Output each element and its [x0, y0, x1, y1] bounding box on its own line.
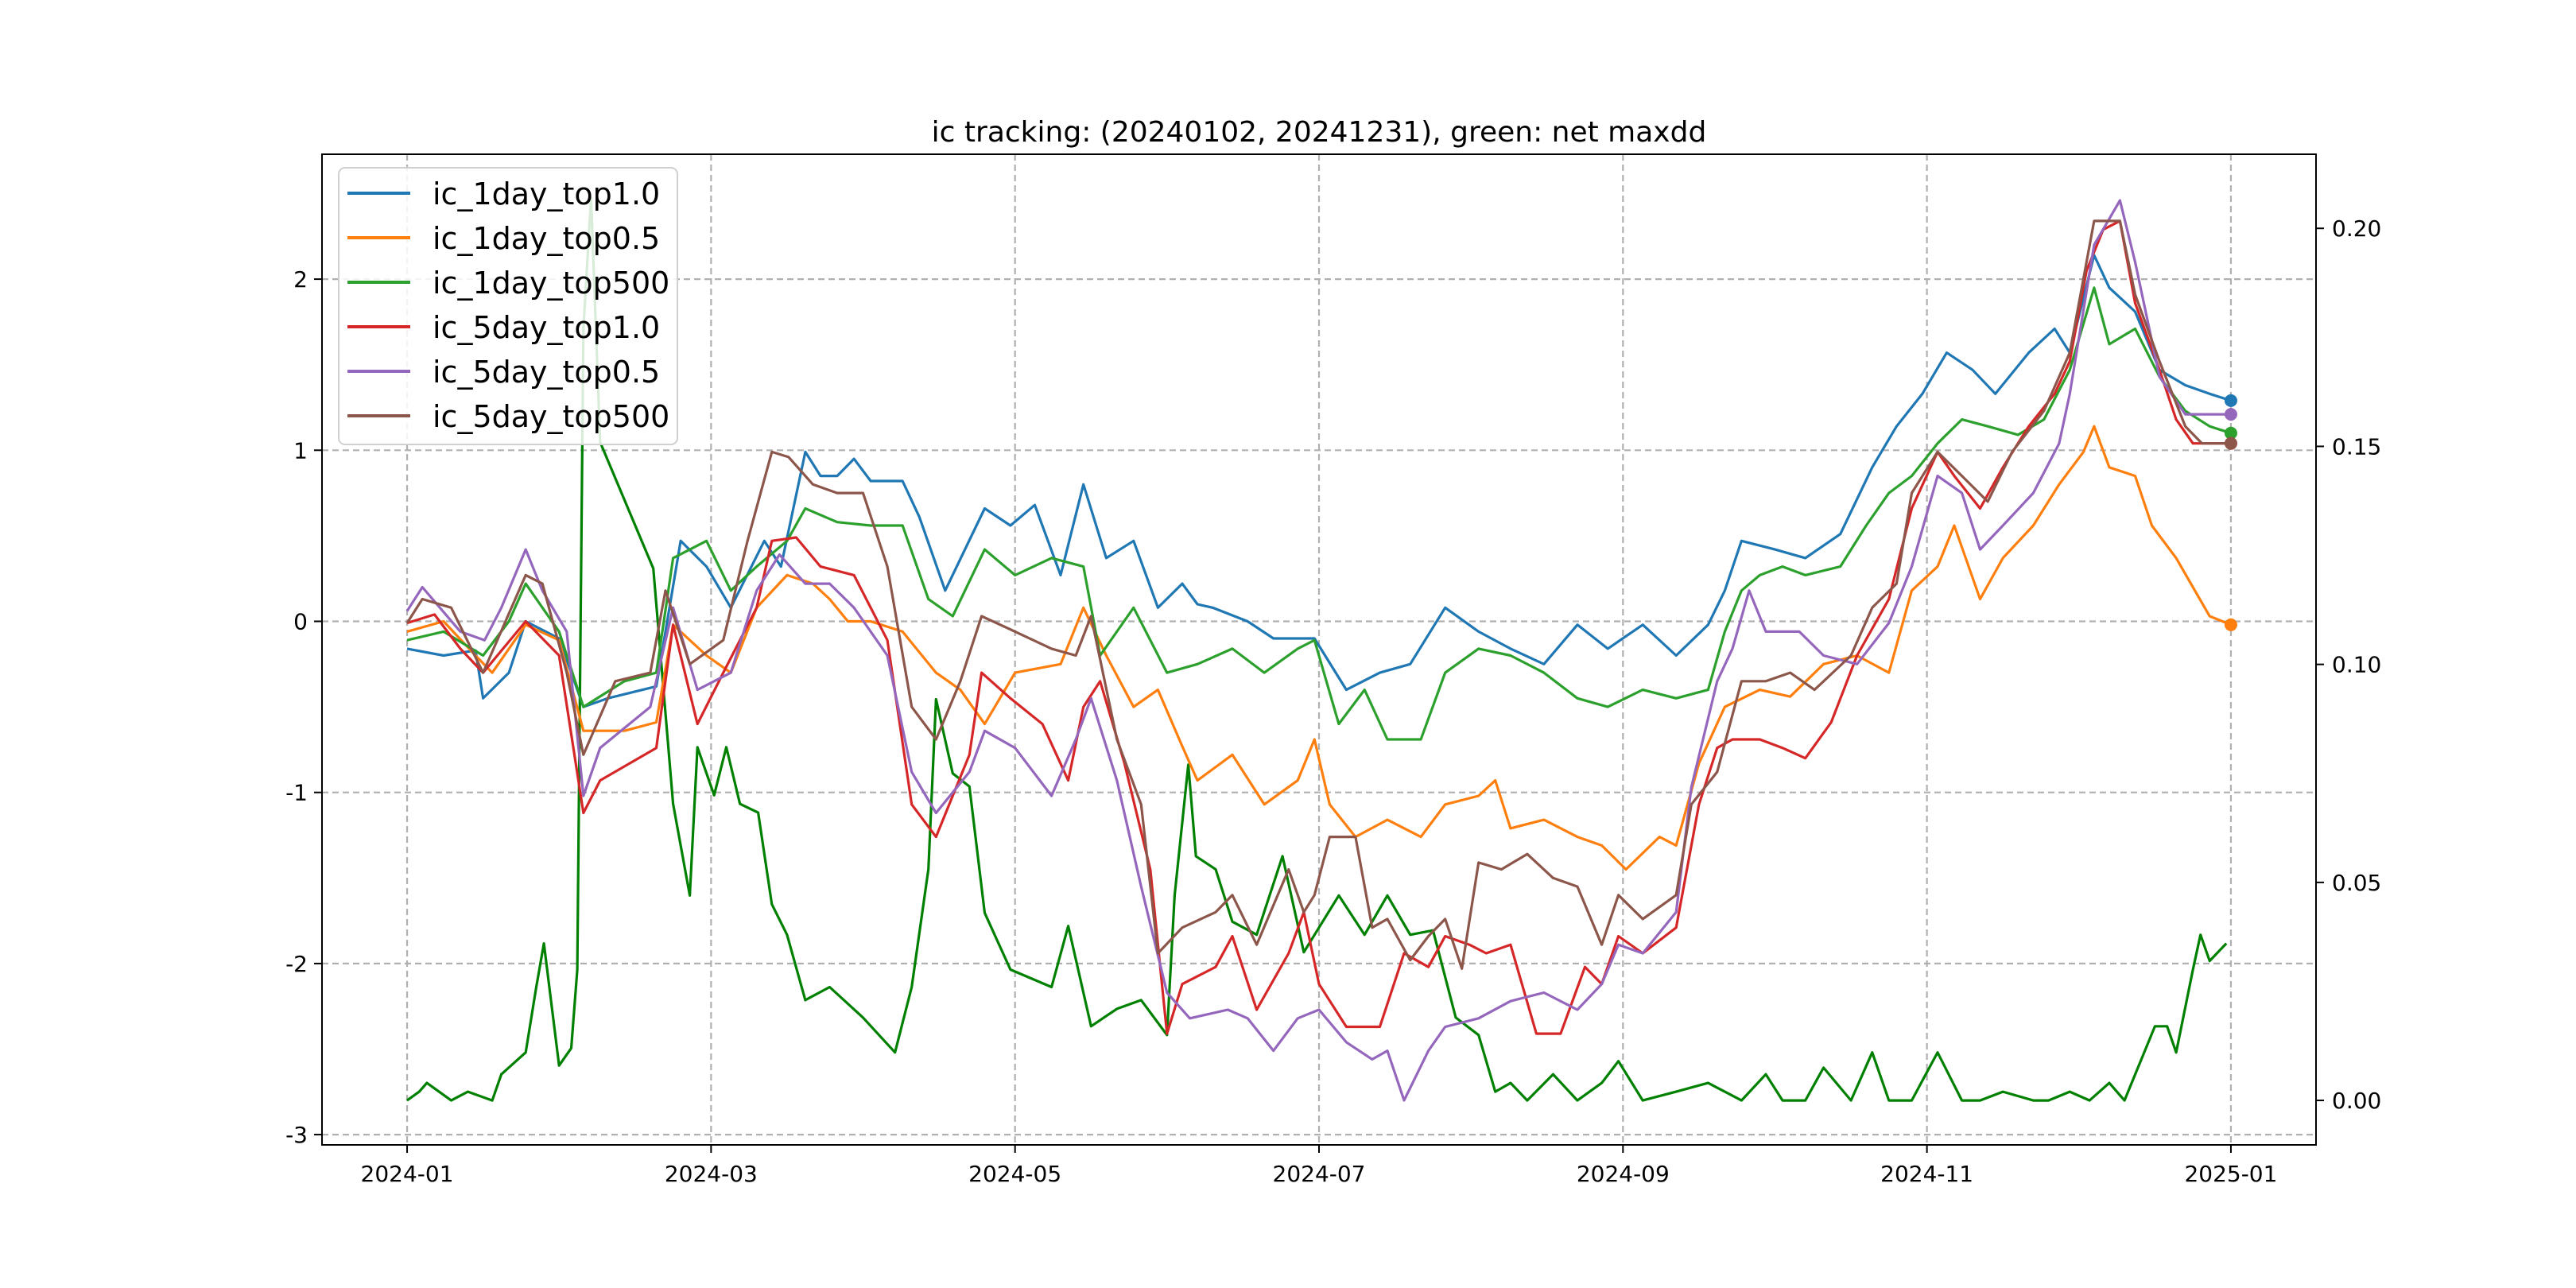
end-marker-ic-5day-top500 — [2224, 436, 2237, 450]
x-tick-label: 2024-01 — [361, 1161, 454, 1187]
y-tick-label: 1 — [293, 437, 308, 464]
end-marker-ic-1day-top1-0 — [2224, 394, 2237, 407]
series-line-ic-1day-top500 — [406, 286, 2232, 741]
x-tick-label: 2024-03 — [665, 1161, 758, 1187]
legend-label: ic_5day_top1.0 — [433, 310, 660, 345]
x-tick-label: 2024-11 — [1880, 1161, 1973, 1187]
chart-title: ic tracking: (20240102, 20241231), green… — [932, 116, 1707, 149]
y2-tick-label: 0.20 — [2332, 215, 2381, 242]
x-tick-label: 2024-07 — [1273, 1161, 1366, 1187]
y-tick-label: -2 — [285, 951, 308, 977]
y-tick-label: -1 — [285, 780, 308, 806]
series-line-ic-5day-top1-0 — [406, 219, 2231, 1035]
y2-tick-label: 0.10 — [2332, 652, 2381, 678]
y-tick-label: 0 — [293, 608, 308, 634]
end-marker-ic-1day-top500 — [2224, 426, 2237, 440]
y2-tick-label: 0.05 — [2332, 870, 2381, 896]
end-marker-ic-1day-top0-5 — [2224, 618, 2237, 631]
y2-tick-label: 0.15 — [2332, 433, 2381, 460]
series-lines — [405, 196, 2237, 1102]
series-line-ic-5day-top500 — [405, 219, 2231, 970]
legend-label: ic_1day_top1.0 — [433, 177, 660, 211]
legend: ic_1day_top1.0 ic_1day_top0.5 ic_1day_top5… — [338, 167, 678, 445]
series-line-ic-1day-top0-5 — [406, 425, 2232, 871]
series-line-net-maxdd — [406, 196, 2228, 1102]
y2-tick-label: 0.00 — [2332, 1088, 2381, 1114]
legend-label: ic_5day_top0.5 — [433, 355, 660, 390]
legend-box — [338, 167, 678, 445]
axes: 2024-01 2024-03 2024-05 2024-07 2024-09 2024-… — [285, 215, 2381, 1187]
series-line-ic-1day-top1-0 — [406, 254, 2232, 708]
legend-label: ic_5day_top500 — [433, 399, 669, 434]
x-tick-label: 2025-01 — [2184, 1161, 2277, 1187]
end-marker-ic-5day-top0-5 — [2224, 408, 2237, 421]
series-line-ic-5day-top0-5 — [405, 199, 2231, 1102]
y-tick-label: -3 — [285, 1122, 308, 1148]
x-tick-label: 2024-09 — [1577, 1161, 1670, 1187]
x-tick-label: 2024-05 — [968, 1161, 1061, 1187]
legend-label: ic_1day_top500 — [433, 266, 669, 301]
y-tick-label: 2 — [293, 266, 308, 293]
legend-label: ic_1day_top0.5 — [433, 221, 660, 256]
